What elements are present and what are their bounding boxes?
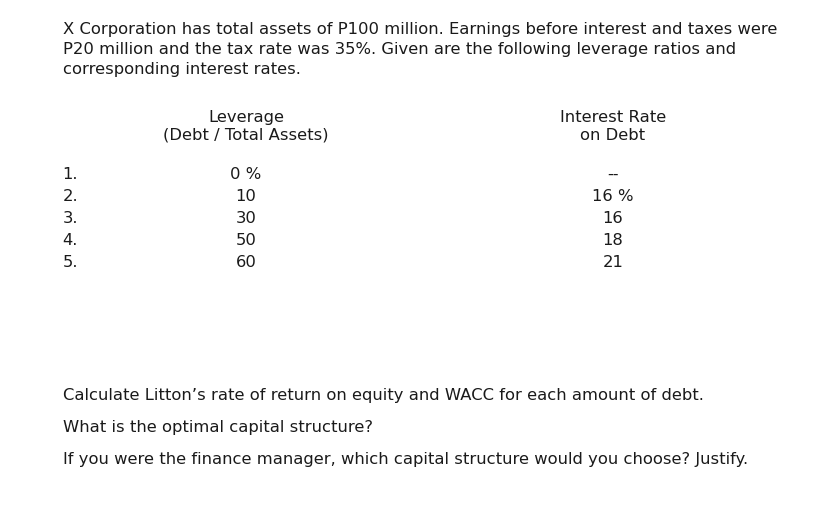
Text: 16: 16 xyxy=(603,211,623,226)
Text: on Debt: on Debt xyxy=(580,128,646,143)
Text: 50: 50 xyxy=(235,233,257,248)
Text: 2.: 2. xyxy=(63,189,78,204)
Text: 5.: 5. xyxy=(63,255,78,270)
Text: 18: 18 xyxy=(603,233,623,248)
Text: 4.: 4. xyxy=(63,233,78,248)
Text: What is the optimal capital structure?: What is the optimal capital structure? xyxy=(63,420,373,435)
Text: 21: 21 xyxy=(602,255,624,270)
Text: 0 %: 0 % xyxy=(230,167,262,182)
Text: 30: 30 xyxy=(235,211,257,226)
Text: Calculate Litton’s rate of return on equity and WACC for each amount of debt.: Calculate Litton’s rate of return on equ… xyxy=(63,388,703,403)
Text: 60: 60 xyxy=(235,255,257,270)
Text: corresponding interest rates.: corresponding interest rates. xyxy=(63,62,300,77)
Text: If you were the finance manager, which capital structure would you choose? Justi: If you were the finance manager, which c… xyxy=(63,452,747,467)
Text: 10: 10 xyxy=(235,189,257,204)
Text: Leverage: Leverage xyxy=(208,110,284,125)
Text: 1.: 1. xyxy=(63,167,78,182)
Text: (Debt / Total Assets): (Debt / Total Assets) xyxy=(163,128,329,143)
Text: --: -- xyxy=(607,167,619,182)
Text: 16 %: 16 % xyxy=(592,189,634,204)
Text: Interest Rate: Interest Rate xyxy=(560,110,666,125)
Text: P20 million and the tax rate was 35%. Given are the following leverage ratios an: P20 million and the tax rate was 35%. Gi… xyxy=(63,42,736,57)
Text: X Corporation has total assets of P100 million. Earnings before interest and tax: X Corporation has total assets of P100 m… xyxy=(63,22,777,37)
Text: 3.: 3. xyxy=(63,211,78,226)
